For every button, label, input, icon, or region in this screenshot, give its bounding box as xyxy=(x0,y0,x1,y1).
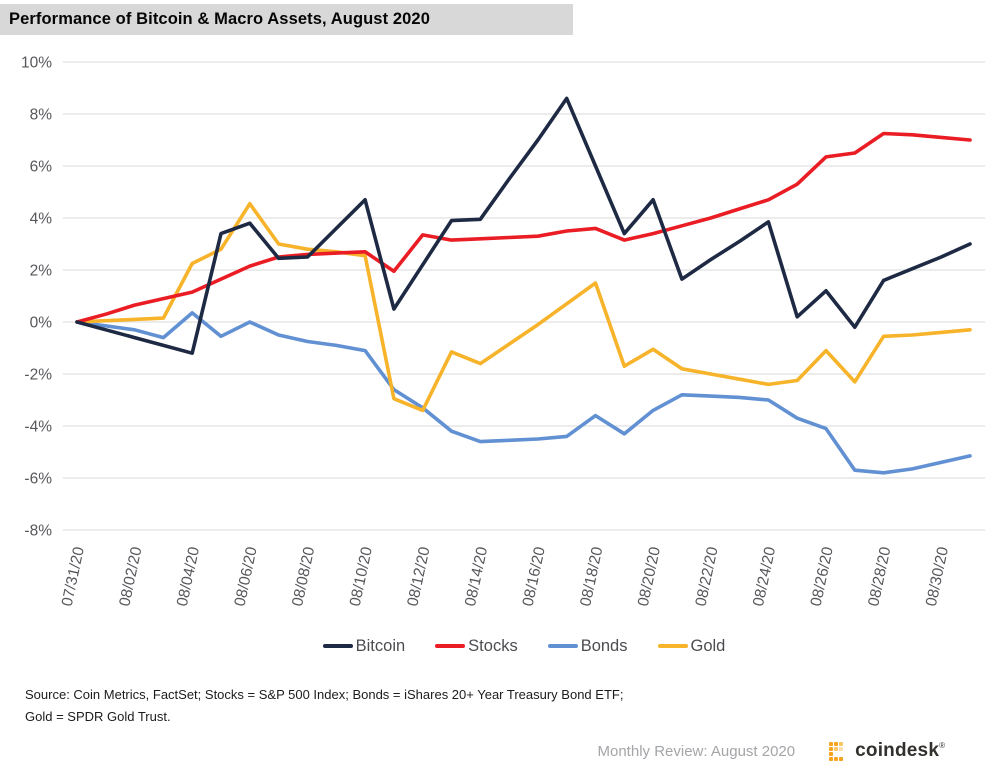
coindesk-logo: coindesk ® xyxy=(829,740,945,762)
monthly-review-label: Monthly Review: August 2020 xyxy=(597,742,796,760)
x-tick-label: 08/22/20 xyxy=(692,545,721,608)
x-tick-label: 08/10/20 xyxy=(347,545,376,608)
legend-item-stocks: Stocks xyxy=(435,637,518,656)
x-tick-label: 08/04/20 xyxy=(174,545,203,608)
series-line-stocks xyxy=(75,131,972,324)
legend-label-bonds: Bonds xyxy=(580,636,628,655)
performance-chart: 10% 8% 6% 4% 2% 0% -2% -4% -6% -8% 07/31/20 08/02/2… xyxy=(21,55,985,655)
x-tick-label: 08/28/20 xyxy=(865,545,894,608)
legend-swatch-stocks xyxy=(435,644,466,648)
y-tick-label: 6% xyxy=(30,159,53,176)
legend-item-gold: Gold xyxy=(657,636,726,656)
legend-label-gold: Gold xyxy=(690,636,726,655)
registered-trademark-symbol: ® xyxy=(939,741,945,750)
chart-title: Performance of Bitcoin & Macro Assets, A… xyxy=(9,10,430,28)
x-tick-label: 08/30/20 xyxy=(923,545,952,608)
legend-swatch-bitcoin xyxy=(322,644,353,648)
x-tick-label: 07/31/20 xyxy=(59,545,88,608)
coindesk-logo-icon xyxy=(829,742,849,761)
legend-item-bitcoin: Bitcoin xyxy=(322,636,406,656)
series-line-bonds xyxy=(75,311,972,475)
y-tick-label: 2% xyxy=(30,263,53,280)
x-tick-label: 08/02/20 xyxy=(116,545,145,608)
coindesk-wordmark: coindesk xyxy=(855,740,940,761)
legend-swatch-gold xyxy=(657,644,688,648)
chart-legend: Bitcoin Stocks Bonds Gold xyxy=(63,633,985,659)
legend-item-bonds: Bonds xyxy=(547,636,628,656)
x-tick-label: 08/06/20 xyxy=(232,545,261,608)
legend-swatch-bonds xyxy=(547,644,578,648)
source-note-line1: Source: Coin Metrics, FactSet; Stocks = … xyxy=(25,687,624,702)
y-tick-label: -6% xyxy=(24,471,52,488)
y-tick-label: 0% xyxy=(30,315,53,332)
x-tick-label: 08/20/20 xyxy=(635,545,664,608)
y-tick-label: 10% xyxy=(21,55,52,72)
series-line-bitcoin xyxy=(75,96,972,356)
title-bar: Performance of Bitcoin & Macro Assets, A… xyxy=(0,4,573,35)
legend-label-stocks: Stocks xyxy=(468,636,518,655)
x-tick-label: 08/24/20 xyxy=(750,545,779,608)
source-note: Source: Coin Metrics, FactSet; Stocks = … xyxy=(25,684,725,728)
x-tick-label: 08/16/20 xyxy=(520,545,549,608)
y-tick-label: 8% xyxy=(30,107,53,124)
y-tick-label: -8% xyxy=(24,523,52,540)
x-tick-label: 08/14/20 xyxy=(462,545,491,608)
x-tick-label: 08/26/20 xyxy=(808,545,837,608)
y-tick-label: 4% xyxy=(30,211,53,228)
chart-canvas: 10% 8% 6% 4% 2% 0% -2% -4% -6% -8% 07/31/20 08/02/2… xyxy=(21,55,985,608)
x-tick-label: 08/18/20 xyxy=(577,545,606,608)
source-note-line2: Gold = SPDR Gold Trust. xyxy=(25,709,171,724)
legend-label-bitcoin: Bitcoin xyxy=(355,636,406,655)
y-tick-label: -4% xyxy=(24,419,52,436)
x-tick-label: 08/12/20 xyxy=(404,545,433,608)
y-tick-label: -2% xyxy=(24,367,52,384)
x-tick-label: 08/08/20 xyxy=(289,545,318,608)
series-line-gold xyxy=(75,201,972,413)
footer: Monthly Review: August 2020 coindesk ® xyxy=(597,738,945,764)
